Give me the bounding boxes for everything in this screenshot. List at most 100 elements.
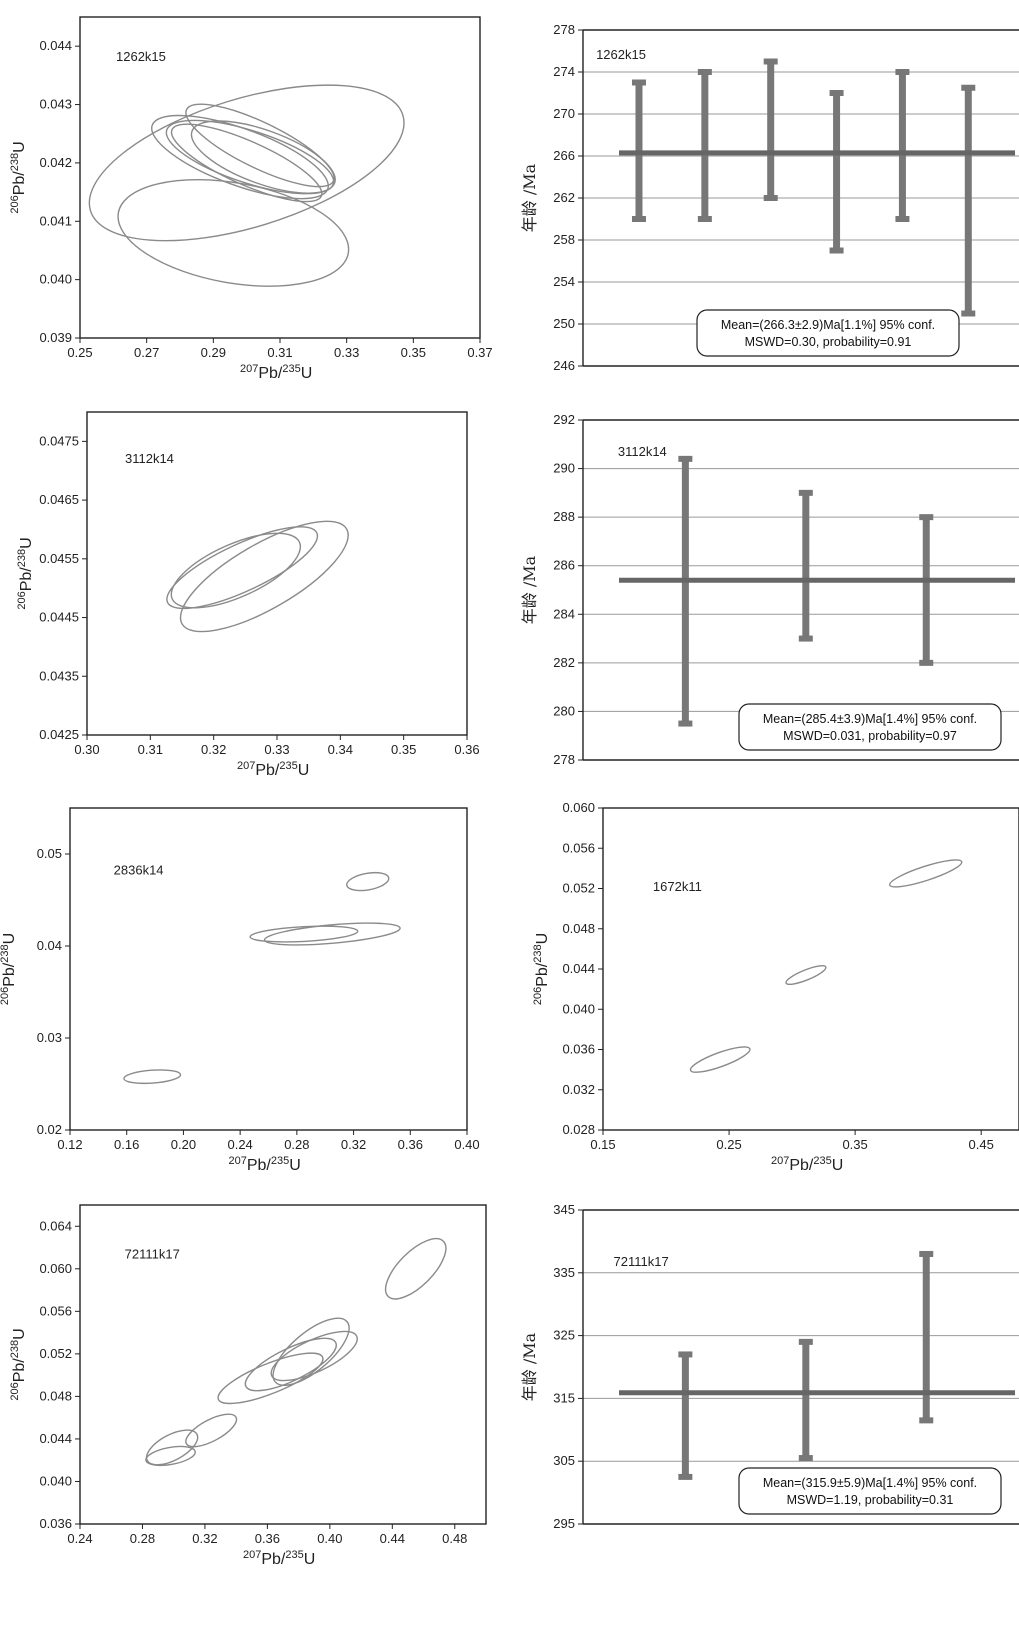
y-tick-label: 262 [553, 190, 575, 205]
x-tick-label: 0.29 [201, 345, 226, 360]
error-ellipse [145, 1429, 199, 1466]
y-tick-label: 0.039 [39, 330, 72, 345]
x-tick-label: 0.40 [454, 1137, 479, 1152]
error-ellipse [145, 1445, 196, 1467]
y-tick-label: 0.028 [562, 1122, 595, 1137]
error-ellipse [249, 925, 359, 943]
sample-label: 3112k14 [125, 451, 174, 466]
x-tick-label: 0.24 [227, 1137, 252, 1152]
y-tick-label: 0.02 [37, 1122, 62, 1137]
error-ellipse [270, 1330, 358, 1382]
y-tick-label: 0.04 [37, 938, 62, 953]
sample-label: 2836k14 [114, 863, 164, 878]
y-tick-label: 0.0455 [39, 551, 79, 566]
x-tick-label: 0.25 [716, 1137, 741, 1152]
error-ellipse [263, 922, 401, 946]
y-tick-label: 0.060 [562, 800, 595, 815]
y-tick-label: 266 [553, 148, 575, 163]
x-tick-label: 0.28 [130, 1531, 155, 1546]
y-tick-label: 284 [553, 606, 575, 621]
y-tick-label: 250 [553, 316, 575, 331]
sample-label: 1672k11 [653, 879, 702, 894]
error-ellipse [185, 1413, 238, 1448]
mean-annotation-line-1: Mean=(266.3±2.9)Ma[1.1%] 95% conf. [721, 318, 935, 332]
x-tick-label: 0.31 [138, 742, 163, 757]
x-axis-title: 207Pb/235U [240, 363, 312, 382]
y-tick-label: 278 [553, 22, 575, 37]
x-tick-label: 0.44 [380, 1531, 405, 1546]
plot-frame [79, 16, 481, 339]
sample-label: 1262k15 [116, 49, 166, 64]
x-tick-label: 0.20 [171, 1137, 196, 1152]
x-tick-label: 0.31 [267, 345, 292, 360]
x-tick-label: 0.25 [67, 345, 92, 360]
y-tick-label: 0.0435 [39, 668, 79, 683]
mean-annotation-box [738, 703, 1002, 751]
y-tick-label: 280 [553, 703, 575, 718]
y-tick-label: 0.056 [562, 840, 595, 855]
y-tick-label: 290 [553, 461, 575, 476]
y-axis-title: 年龄 /Ma [520, 1332, 539, 1401]
x-tick-label: 0.12 [57, 1137, 82, 1152]
x-tick-label: 0.30 [74, 742, 99, 757]
plot-area [145, 1237, 447, 1467]
x-tick-label: 0.15 [590, 1137, 615, 1152]
x-tick-label: 0.24 [67, 1531, 92, 1546]
x-tick-label: 0.48 [442, 1531, 467, 1546]
x-tick-label: 0.34 [328, 742, 353, 757]
plot-area [166, 520, 349, 633]
plot-area [689, 859, 963, 1073]
y-tick-label: 0.048 [39, 1388, 72, 1403]
error-ellipse [185, 103, 335, 188]
y-tick-label: 0.042 [39, 155, 72, 170]
error-ellipse [244, 1337, 337, 1392]
y-tick-label: 325 [553, 1328, 575, 1343]
y-tick-label: 0.044 [39, 1431, 72, 1446]
y-tick-label: 258 [553, 232, 575, 247]
mean-annotation-line-2: MSWD=1.19, probability=0.31 [787, 1493, 954, 1507]
y-tick-label: 0.03 [37, 1030, 62, 1045]
error-ellipse [179, 520, 349, 633]
y-tick-label: 0.044 [39, 38, 72, 53]
x-tick-label: 0.27 [134, 345, 159, 360]
y-tick-label: 278 [553, 752, 575, 767]
error-ellipse [272, 1317, 350, 1386]
y-tick-label: 345 [553, 1202, 575, 1217]
x-axis-title: 207Pb/235U [243, 1549, 315, 1568]
y-axis-title: 206Pb/238U [9, 1328, 28, 1400]
error-ellipse [888, 859, 963, 888]
y-tick-label: 0.052 [39, 1346, 72, 1361]
plot-area [88, 84, 405, 287]
y-tick-label: 0.040 [39, 272, 72, 287]
x-tick-label: 0.33 [334, 345, 359, 360]
y-tick-label: 0.0445 [39, 610, 79, 625]
x-tick-label: 0.35 [401, 345, 426, 360]
sample-label: 3112k14 [618, 444, 667, 459]
y-tick-label: 335 [553, 1265, 575, 1280]
error-ellipse [151, 114, 329, 200]
x-tick-label: 0.45 [969, 1137, 994, 1152]
error-ellipse [384, 1237, 447, 1300]
error-ellipse [123, 1069, 182, 1085]
x-tick-label: 0.32 [201, 742, 226, 757]
y-tick-label: 0.052 [562, 881, 595, 896]
plot-frame [79, 1204, 487, 1525]
y-tick-label: 0.0425 [39, 727, 79, 742]
mean-annotation-line-2: MSWD=0.30, probability=0.91 [745, 335, 912, 349]
y-tick-label: 0.040 [562, 1001, 595, 1016]
y-tick-label: 254 [553, 274, 575, 289]
y-tick-label: 0.040 [39, 1473, 72, 1488]
y-axis-title: 年龄 /Ma [520, 555, 539, 624]
y-axis-title: 206Pb/238U [0, 933, 18, 1005]
error-ellipse [165, 119, 335, 195]
error-ellipse [217, 1352, 324, 1405]
error-ellipse [166, 526, 319, 610]
x-tick-label: 0.36 [454, 742, 479, 757]
x-tick-label: 0.16 [114, 1137, 139, 1152]
